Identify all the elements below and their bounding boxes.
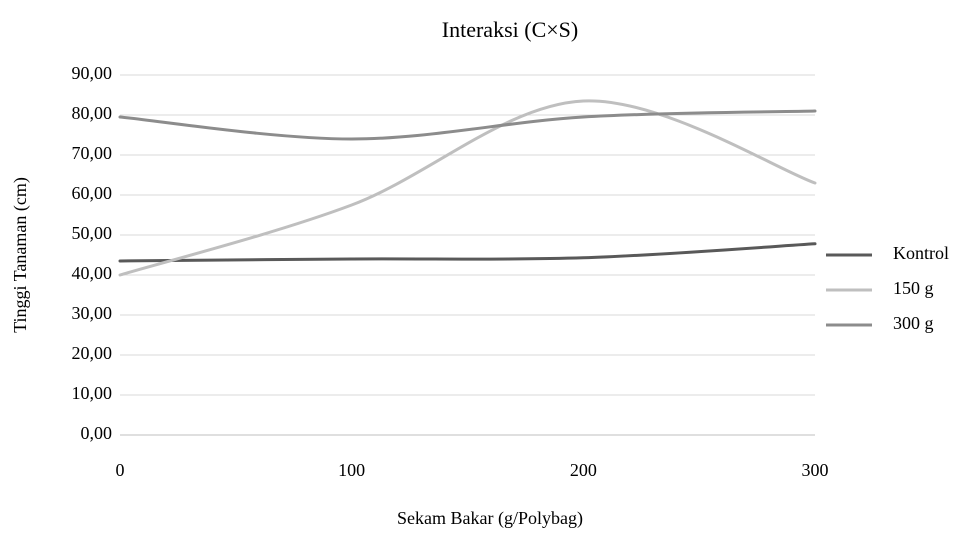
- y-tick-label: 70,00: [72, 143, 113, 163]
- line: [118, 99, 817, 277]
- y-tick-label: 20,00: [72, 343, 113, 363]
- y-tick-label: 10,00: [72, 383, 113, 403]
- y-tick-label: 90,00: [72, 63, 113, 83]
- x-tick-label: 100: [338, 460, 365, 480]
- line: [118, 109, 817, 141]
- y-tick-label: 60,00: [72, 183, 113, 203]
- legend-label: 150 g: [893, 278, 934, 298]
- chart-title: Interaksi (C×S): [442, 17, 578, 42]
- line: [118, 242, 817, 263]
- x-tick-label: 200: [570, 460, 597, 480]
- y-tick-label: 30,00: [72, 303, 113, 323]
- x-tick-label: 0: [116, 460, 125, 480]
- y-tick-label: 40,00: [72, 263, 113, 283]
- x-axis-title: Sekam Bakar (g/Polybag): [397, 508, 583, 529]
- y-tick-label: 0,00: [81, 423, 113, 443]
- y-axis-title: Tinggi Tanaman (cm): [10, 177, 31, 333]
- legend-label: Kontrol: [893, 243, 949, 263]
- legend-label: 300 g: [893, 313, 934, 333]
- y-tick-label: 80,00: [72, 103, 113, 123]
- y-tick-label: 50,00: [72, 223, 113, 243]
- x-tick-label: 300: [802, 460, 829, 480]
